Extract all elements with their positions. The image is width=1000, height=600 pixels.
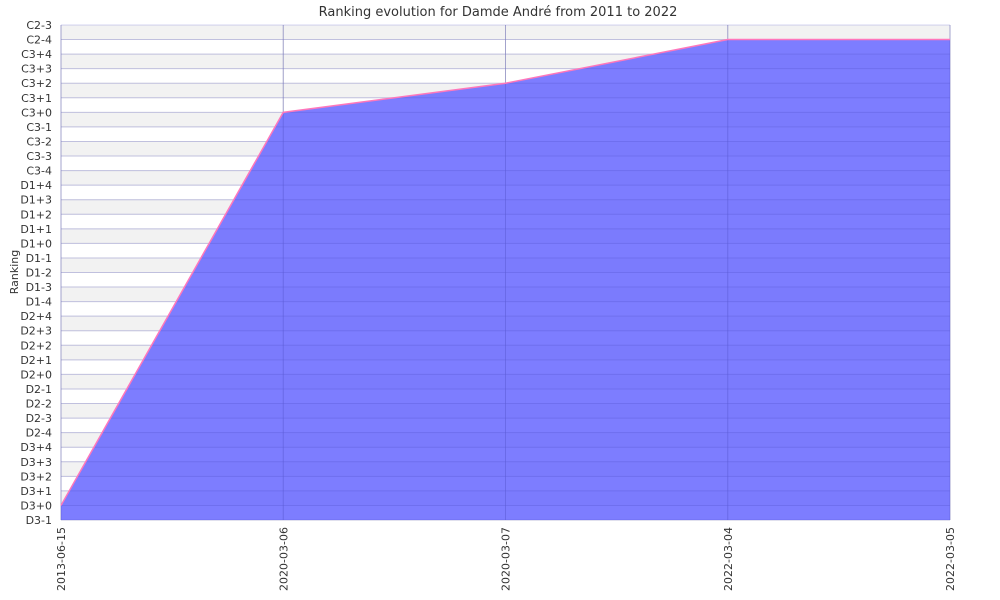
y-tick-labels: D3-1 D3+0D3+1 D3+2D3+3 D3+4D2-4 D2-3D2-2 D2-1…	[20, 19, 52, 527]
y-tick-label: C3+4	[21, 48, 52, 61]
y-tick-label: D1-1	[26, 252, 52, 265]
y-tick-label: D2-3	[26, 412, 52, 425]
y-tick-label: D2-4	[26, 427, 52, 440]
y-tick-label: D1-4	[26, 296, 52, 309]
y-tick-label: C3-4	[26, 165, 52, 178]
y-tick-label: C2-3	[26, 19, 52, 32]
y-tick-label: D2+2	[20, 339, 52, 352]
y-tick-label: D3+3	[20, 456, 52, 469]
y-tick-label: D3-1	[26, 514, 52, 527]
y-tick-label: C2-4	[26, 34, 52, 47]
y-tick-label: D2-2	[26, 398, 52, 411]
y-tick-label: C3+2	[21, 77, 52, 90]
y-tick-label: D2+1	[20, 354, 52, 367]
x-tick-label: 2013-06-15	[55, 527, 68, 591]
y-tick-label: D1-3	[26, 281, 52, 294]
y-tick-label: C3-1	[26, 121, 52, 134]
x-tick-label: 2022-03-05	[944, 527, 957, 591]
y-tick-label: D1+0	[20, 237, 52, 250]
y-tick-label: D2+0	[20, 368, 52, 381]
x-tick-labels: 2013-06-15 2020-03-06 2020-03-07 2022-03-04…	[55, 527, 957, 591]
y-axis-label: Ranking	[8, 250, 21, 295]
chart-title: Ranking evolution for Damde André from 2…	[319, 5, 678, 20]
y-tick-label: D3+1	[20, 485, 52, 498]
y-tick-label: D3+0	[20, 499, 52, 512]
y-tick-label: D2+3	[20, 325, 52, 338]
y-tick-label: C3+3	[21, 63, 52, 76]
y-tick-label: C3+1	[21, 92, 52, 105]
ranking-area	[61, 39, 950, 520]
ranking-line	[60, 38, 950, 506]
y-tick-label: D3+4	[20, 441, 52, 454]
y-tick-label: D1+2	[20, 208, 52, 221]
y-tick-label: D1+1	[20, 223, 52, 236]
y-tick-label: C3-3	[26, 150, 52, 163]
y-tick-label: D1-2	[26, 267, 52, 280]
y-tick-label: C3-2	[26, 135, 52, 148]
y-tick-label: D1+3	[20, 194, 52, 207]
x-tick-label: 2022-03-04	[722, 527, 735, 591]
y-tick-label: D2+4	[20, 310, 52, 323]
x-tick-label: 2020-03-06	[277, 527, 290, 591]
y-tick-label: D3+2	[20, 470, 52, 483]
y-tick-label: D2-1	[26, 383, 52, 396]
x-tick-label: 2020-03-07	[500, 527, 513, 591]
y-tick-label: D1+4	[20, 179, 52, 192]
y-tick-label: C3+0	[21, 106, 52, 119]
